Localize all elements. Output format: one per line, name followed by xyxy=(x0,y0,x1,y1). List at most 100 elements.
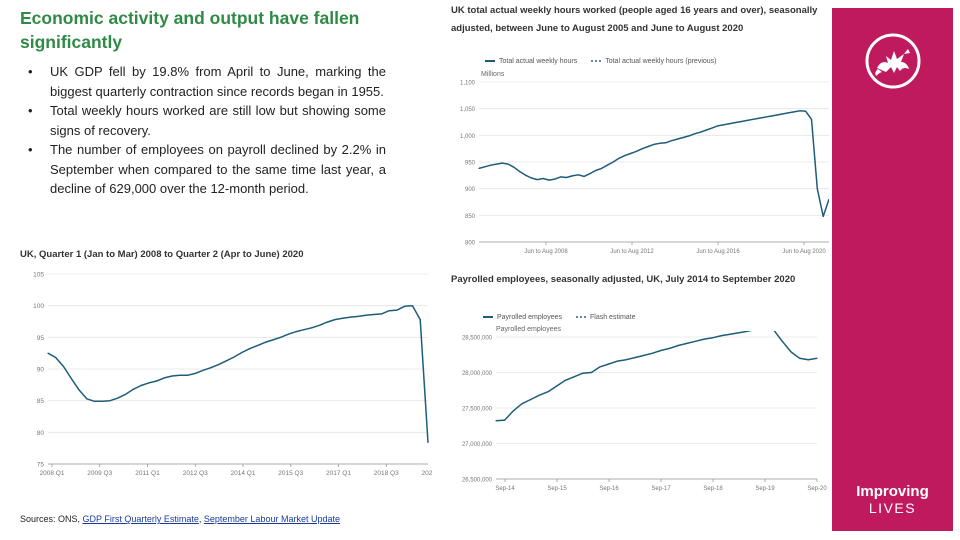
data-point xyxy=(700,131,702,133)
data-point xyxy=(616,360,619,362)
data-point xyxy=(694,133,696,135)
data-point xyxy=(665,142,667,144)
data-point xyxy=(357,315,359,318)
data-point xyxy=(758,117,760,119)
data-point xyxy=(589,173,591,175)
data-point xyxy=(521,403,523,405)
data-point xyxy=(595,169,597,172)
y-tick-label: 105 xyxy=(33,272,44,279)
data-point xyxy=(419,319,421,321)
data-point xyxy=(538,394,540,396)
data-point xyxy=(606,164,608,166)
data-point xyxy=(241,351,243,354)
x-tick-label: Jun to Aug 2016 xyxy=(696,249,740,255)
data-point xyxy=(618,157,620,159)
y-tick-label: 26,500,000 xyxy=(462,478,493,484)
data-point xyxy=(564,379,567,381)
data-point xyxy=(109,400,111,402)
labour-market-link[interactable]: September Labour Market Update xyxy=(203,514,340,524)
bullet-text-hours: Total weekly hours worked are still low … xyxy=(50,103,386,138)
payroll-legend-flash: Flash estimate xyxy=(575,314,636,321)
data-point xyxy=(396,309,398,311)
data-point xyxy=(218,363,220,366)
sources-separator: , xyxy=(198,514,204,524)
x-tick-label: Sep-17 xyxy=(651,486,671,492)
data-point xyxy=(790,351,792,353)
data-point xyxy=(303,329,305,331)
data-point xyxy=(822,215,824,217)
data-point xyxy=(140,384,142,387)
data-point xyxy=(210,367,212,369)
y-tick-label: 27,500,000 xyxy=(462,407,493,413)
data-point xyxy=(484,166,486,168)
data-point xyxy=(542,177,544,180)
slide-title: Economic activity and output have fallen… xyxy=(20,8,360,52)
data-point xyxy=(770,115,772,117)
data-point xyxy=(775,114,778,116)
data-point xyxy=(365,314,367,316)
data-point xyxy=(62,365,65,368)
data-point xyxy=(642,354,645,357)
gdp-estimate-link[interactable]: GDP First Quarterly Estimate xyxy=(82,514,199,524)
hours-legend-previous-label: Total actual weekly hours (previous) xyxy=(605,58,717,65)
welsh-dragon-logo-icon xyxy=(864,32,922,95)
data-point xyxy=(723,124,725,126)
bullet-text-payroll: The number of employees on payroll decli… xyxy=(50,142,386,196)
data-point xyxy=(256,344,258,347)
data-point xyxy=(660,349,662,352)
bullet-gdp: • UK GDP fell by 19.8% from April to June… xyxy=(28,62,386,101)
data-point xyxy=(828,198,829,200)
x-tick-label: 2011 Q1 xyxy=(135,470,160,477)
data-point xyxy=(171,375,173,377)
data-point xyxy=(793,111,795,113)
x-tick-label: 2015 Q3 xyxy=(278,470,303,477)
data-point xyxy=(163,377,165,379)
y-tick-label: 28,500,000 xyxy=(462,336,493,342)
payroll-legend: Payrolled employees Flash estimate xyxy=(483,314,636,321)
data-point xyxy=(705,129,708,131)
data-point xyxy=(342,317,344,319)
data-point xyxy=(810,118,813,120)
data-point xyxy=(694,340,697,342)
data-point xyxy=(612,161,614,163)
data-point xyxy=(740,120,743,123)
sources-line: Sources: ONS, GDP First Quarterly Estima… xyxy=(20,514,340,524)
payroll-chart: Payrolled employees, seasonally adjusted… xyxy=(451,271,829,521)
data-point xyxy=(799,110,801,112)
brand-line-1: Improving xyxy=(856,483,929,500)
data-point xyxy=(764,116,766,118)
brand-line-2: LIVES xyxy=(868,500,917,516)
data-point xyxy=(677,344,679,347)
legend-swatch-dashed xyxy=(591,60,602,63)
data-point xyxy=(478,167,480,169)
data-point xyxy=(501,162,503,164)
sources-prefix: Sources: ONS, xyxy=(20,514,83,524)
y-tick-label: 28,000,000 xyxy=(462,371,493,377)
hours-legend: Total actual weekly hours Total actual w… xyxy=(485,58,717,65)
gdp-chart: UK, Quarter 1 (Jan to Mar) 2008 to Quart… xyxy=(20,246,432,486)
data-point xyxy=(536,179,538,181)
data-point xyxy=(504,419,506,421)
y-tick-label: 75 xyxy=(37,462,45,469)
x-tick-label: Sep-16 xyxy=(599,486,619,492)
y-tick-label: 95 xyxy=(37,335,45,342)
x-tick-label: Jun to Aug 2012 xyxy=(610,249,654,255)
data-point xyxy=(787,112,789,114)
y-tick-label: 85 xyxy=(37,398,45,405)
data-point xyxy=(583,175,585,177)
data-point xyxy=(682,136,684,139)
legend-swatch-dashed xyxy=(575,316,586,319)
y-tick-label: 80 xyxy=(37,430,45,437)
data-point xyxy=(670,140,673,142)
x-tick-label: 2020 Q1 xyxy=(422,470,432,477)
data-point xyxy=(513,166,515,168)
x-tick-label: 2008 Q1 xyxy=(40,470,65,477)
data-point xyxy=(47,352,49,354)
data-point xyxy=(530,398,532,401)
hours-units: Millions xyxy=(481,71,505,78)
data-point xyxy=(490,164,492,166)
data-point xyxy=(746,331,749,332)
data-point xyxy=(427,441,429,444)
data-point xyxy=(547,391,549,393)
data-point xyxy=(548,179,550,181)
